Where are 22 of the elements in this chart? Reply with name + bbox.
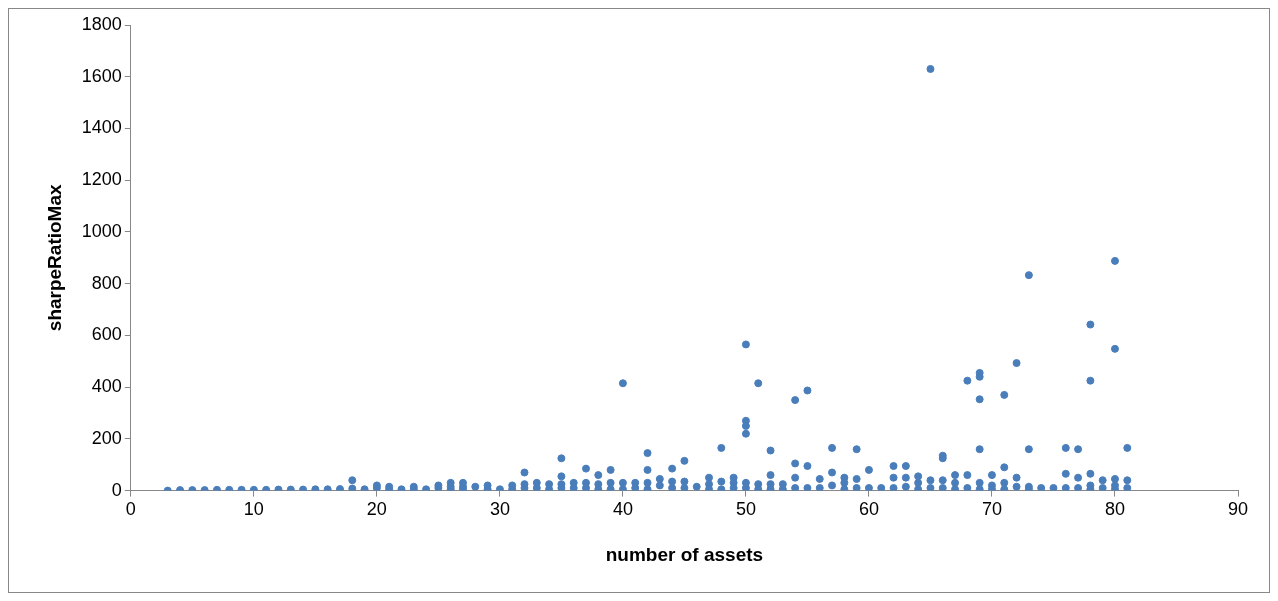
y-tick-label: 800 <box>91 272 122 293</box>
y-tick-label: 200 <box>91 427 122 448</box>
y-tick-label: 1400 <box>81 117 122 138</box>
x-tick-label: 90 <box>1227 499 1249 520</box>
x-tick-label: 0 <box>125 499 136 520</box>
x-tick-label: 50 <box>735 499 756 520</box>
x-axis-title: number of assets <box>605 543 764 565</box>
x-tick-label: 80 <box>1104 499 1125 520</box>
y-tick-label: 0 <box>111 479 122 500</box>
y-tick-label: 400 <box>91 376 122 397</box>
y-tick-label: 1800 <box>81 13 122 34</box>
x-tick-label: 20 <box>366 499 387 520</box>
y-axis-title: sharpeRatioMax <box>43 183 65 332</box>
y-tick-label: 1000 <box>81 220 122 241</box>
y-tick-label: 1600 <box>81 65 122 86</box>
x-tick-label: 70 <box>981 499 1002 520</box>
x-tick-label: 30 <box>489 499 510 520</box>
y-tick-label: 1200 <box>81 169 122 190</box>
y-tick-label: 600 <box>91 324 122 345</box>
x-tick-label: 40 <box>612 499 633 520</box>
x-tick-label: 10 <box>243 499 264 520</box>
x-tick-label: 60 <box>858 499 879 520</box>
